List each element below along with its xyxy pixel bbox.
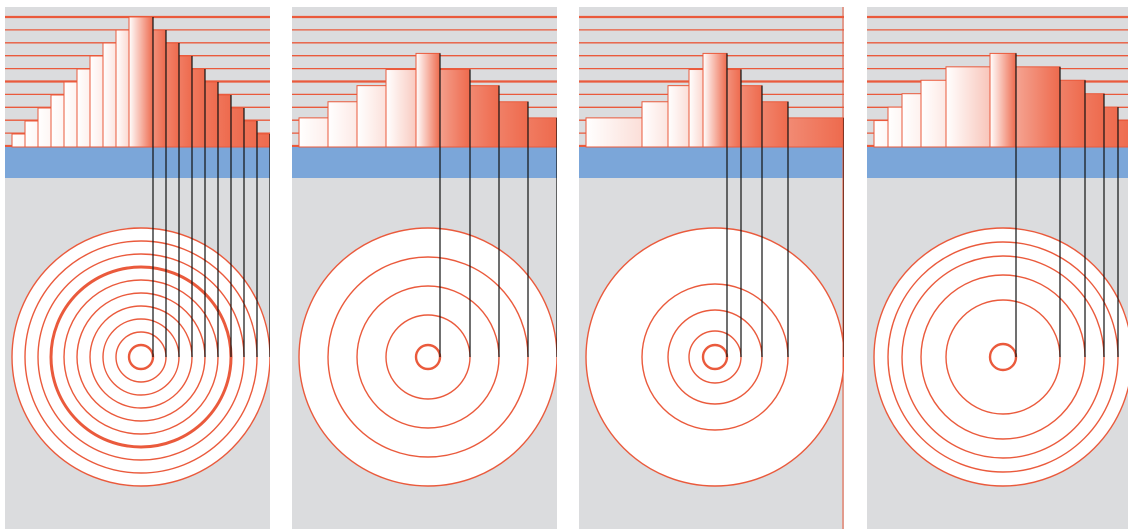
disc xyxy=(299,228,557,486)
ring xyxy=(298,227,557,487)
ring xyxy=(11,227,270,487)
blue-band xyxy=(5,147,270,178)
panel-1-svg xyxy=(5,7,270,529)
panel-2 xyxy=(292,7,557,529)
blue-band xyxy=(292,147,557,178)
terrace-bar xyxy=(989,52,1017,148)
panel-4-svg xyxy=(867,7,1128,529)
terrace-bar xyxy=(128,16,154,148)
disc xyxy=(874,228,1128,486)
disc xyxy=(586,228,844,486)
panel-3 xyxy=(579,7,844,529)
ring xyxy=(873,227,1128,487)
terrace-bar xyxy=(415,52,441,148)
panel-4 xyxy=(867,7,1128,529)
blue-band xyxy=(579,147,844,178)
panel-1 xyxy=(5,7,270,529)
ring xyxy=(585,227,844,487)
panel-3-svg xyxy=(579,7,844,529)
terrace-bar xyxy=(702,52,728,148)
blue-band xyxy=(867,147,1128,178)
panel-2-svg xyxy=(292,7,557,529)
